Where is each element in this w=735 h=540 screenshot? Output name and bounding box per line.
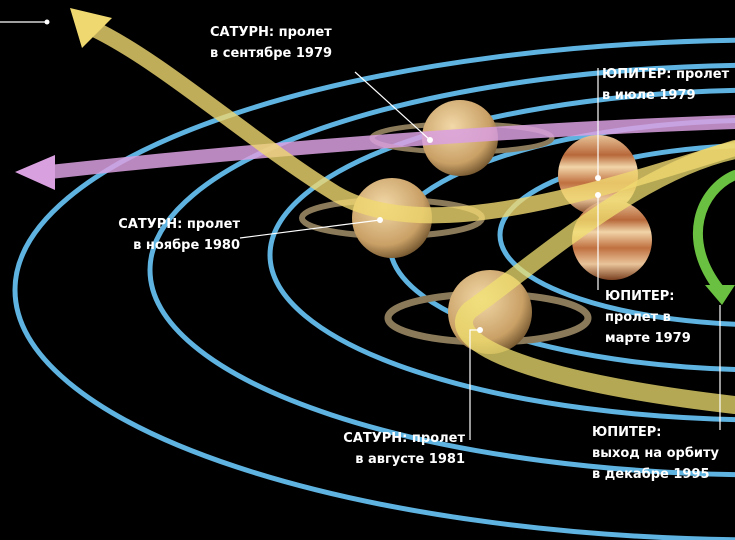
label-line: САТУРН: пролет xyxy=(210,25,332,40)
label-line: ЮПИТЕР: xyxy=(592,425,662,440)
label-line: марте 1979 xyxy=(605,331,691,346)
illustration: САТУРН: пролет в сентябре 1979 ЮПИТЕР: про… xyxy=(0,0,735,540)
label-line: в июле 1979 xyxy=(602,88,696,103)
label-line: в декабре 1995 xyxy=(592,467,710,482)
label-line: САТУРН: пролет xyxy=(343,431,465,446)
label-line: в сентябре 1979 xyxy=(210,46,332,61)
label-line: ЮПИТЕР: пролет xyxy=(602,67,730,82)
label-line: выход на орбиту xyxy=(592,446,720,461)
label-line: в августе 1981 xyxy=(355,452,465,467)
label-line: САТУРН: пролет xyxy=(118,217,240,232)
label-line: ЮПИТЕР: xyxy=(605,289,675,304)
label-line: в ноябре 1980 xyxy=(133,238,240,253)
label-line: пролет в xyxy=(605,310,671,325)
